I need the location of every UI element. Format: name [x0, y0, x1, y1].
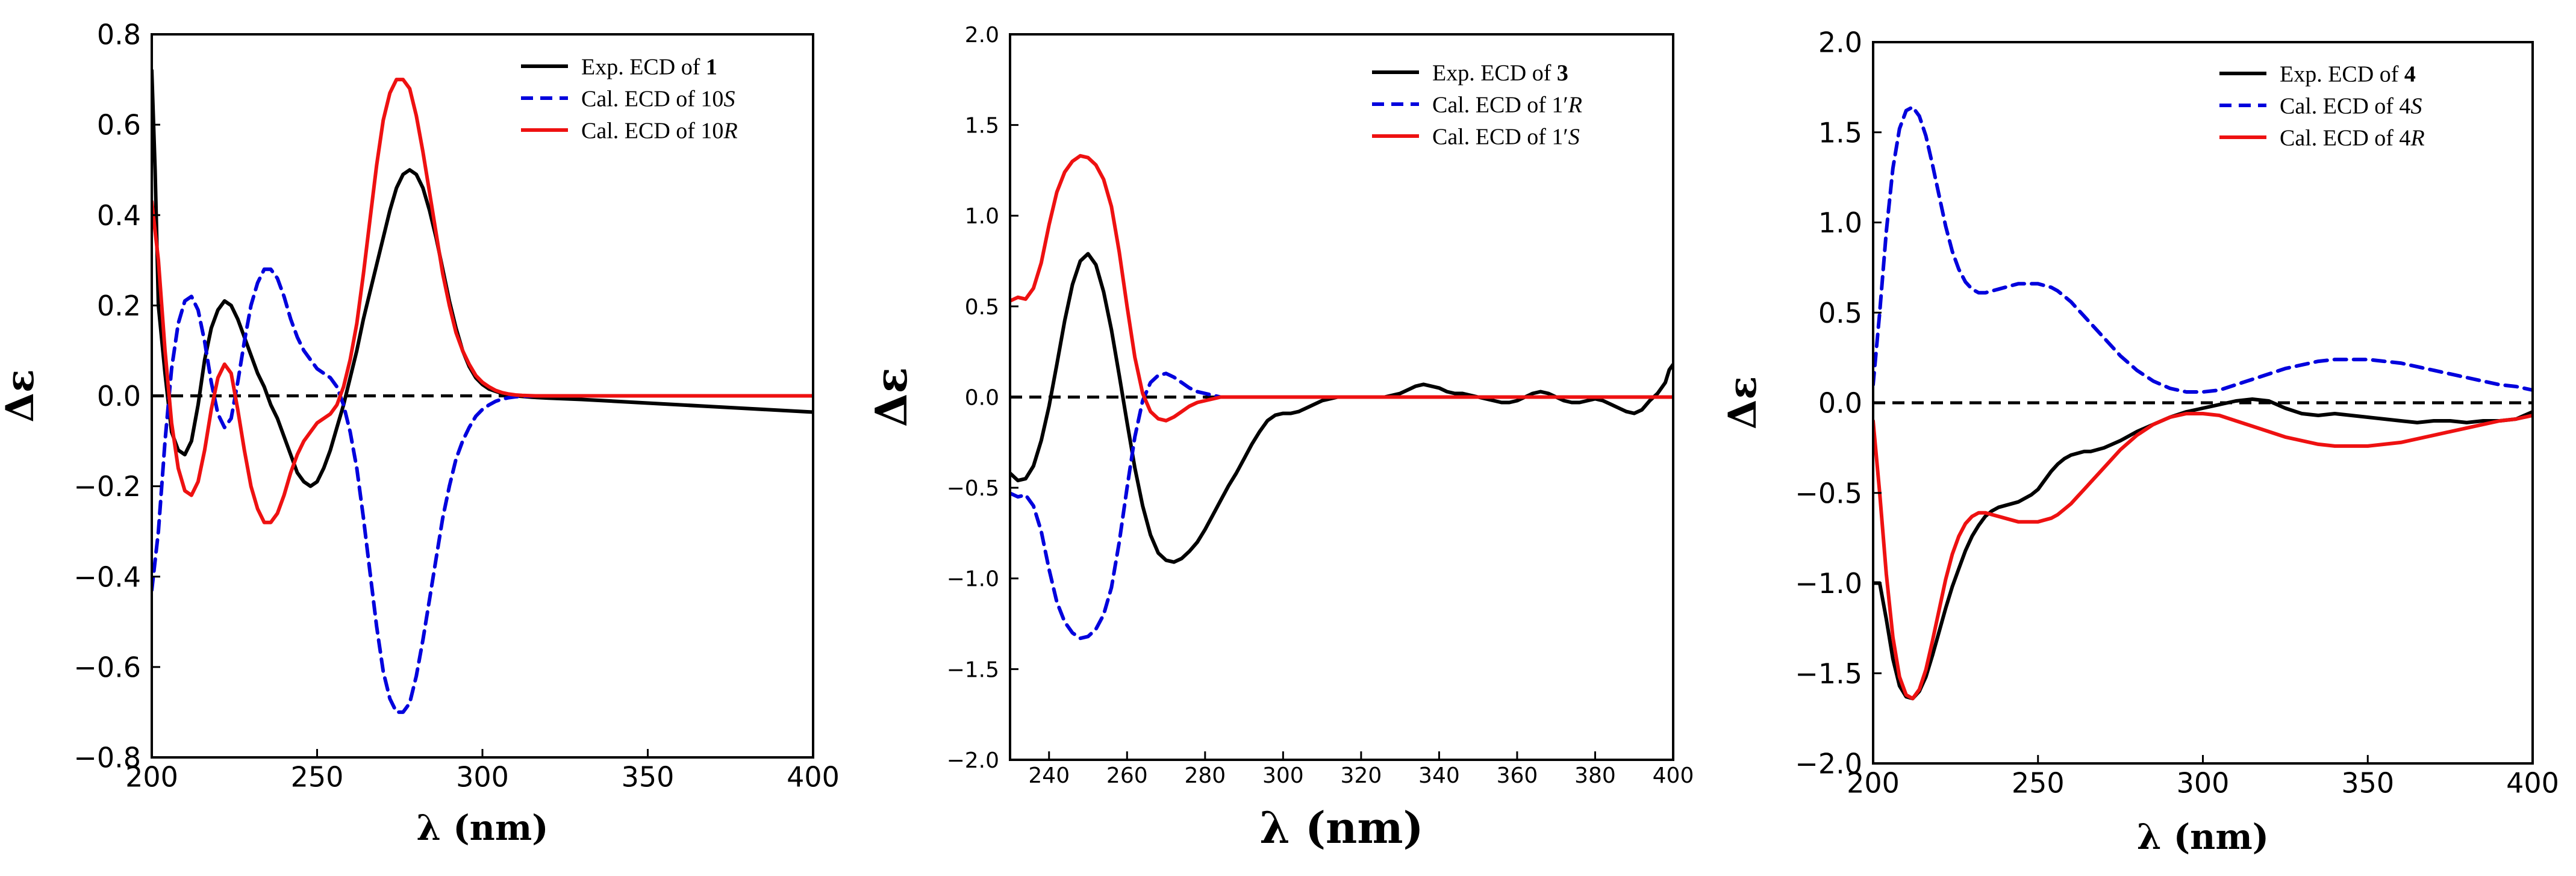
x-tick-label: 360 — [1497, 763, 1538, 788]
x-tick-label: 350 — [622, 760, 675, 793]
legend-label-2: Cal. ECD of 4S — [2280, 93, 2422, 119]
y-tick-label: 0.5 — [1818, 297, 1862, 329]
series-line-1 — [1010, 252, 1673, 564]
y-tick-label: 1.5 — [1818, 116, 1862, 149]
legend-label-2: Cal. ECD of 1′R — [1432, 92, 1582, 117]
series-line-2 — [1010, 371, 1673, 641]
legend-label-1: Exp. ECD of 3 — [1432, 60, 1568, 85]
y-tick-label: 0.4 — [97, 199, 141, 232]
y-tick-label: −0.5 — [947, 476, 999, 501]
legend-label-1: Exp. ECD of 1 — [581, 54, 717, 79]
y-tick-label: 0.8 — [97, 19, 141, 51]
x-tick-label: 250 — [291, 760, 344, 793]
y-tick-label: 0.0 — [97, 380, 141, 412]
y-axis-label: Δε — [865, 367, 917, 427]
chart-panel-2: 240 260 280 300 320 340 360 380 400 −2.0 −1.5 −1.0 −… — [865, 23, 1694, 853]
x-tick-label: 280 — [1184, 763, 1226, 788]
y-tick-label: −1.0 — [1795, 567, 1862, 600]
y-axis-label: Δε — [0, 369, 43, 423]
y-tick-label: −1.5 — [1795, 657, 1862, 690]
x-tick-label: 400 — [787, 760, 840, 793]
y-tick-label: −0.5 — [1795, 477, 1862, 509]
x-tick-label: 300 — [456, 760, 509, 793]
x-tick-label: 340 — [1418, 763, 1460, 788]
y-tick-label: 1.0 — [1818, 207, 1862, 239]
y-tick-label: 0.5 — [965, 295, 999, 320]
series-line-2 — [1873, 105, 2533, 394]
series-line-1 — [1873, 397, 2533, 701]
y-tick-label: −0.8 — [73, 742, 141, 774]
legend-label-3: Cal. ECD of 4R — [2280, 125, 2425, 151]
y-tick-label: 2.0 — [1818, 26, 1862, 59]
x-tick-label: 240 — [1028, 763, 1070, 788]
series-line-2 — [152, 267, 813, 714]
chart-panel-3: 200 250 300 350 400 −2.0 −1.5 −1.0 −0.5 0.0 0.5 1.0… — [1720, 26, 2559, 857]
legend-label-1: Exp. ECD of 4 — [2280, 61, 2416, 87]
y-tick-label: −2.0 — [947, 748, 999, 773]
x-tick-label: 320 — [1341, 763, 1382, 788]
y-tick-label: −0.6 — [73, 651, 141, 683]
y-tick-label: 1.5 — [965, 114, 999, 138]
y-tick-label: −1.0 — [947, 567, 999, 592]
legend: Exp. ECD of 4 Cal. ECD of 4S Cal. ECD of 4… — [2219, 61, 2425, 151]
x-tick-label: 200 — [125, 760, 178, 793]
series-line-3 — [1010, 154, 1673, 423]
y-tick-label: 0.6 — [97, 109, 141, 141]
x-tick-label: 200 — [1847, 766, 1900, 799]
x-tick-label: 260 — [1106, 763, 1148, 788]
x-tick-label: 380 — [1574, 763, 1616, 788]
y-tick-label: −0.2 — [73, 470, 141, 503]
legend: Exp. ECD of 1 Cal. ECD of 10S Cal. ECD of … — [521, 54, 738, 143]
y-tick-label: −0.4 — [73, 561, 141, 593]
series-line-3 — [1873, 412, 2533, 701]
y-tick-label: −2.0 — [1795, 748, 1862, 780]
series-line-3 — [152, 78, 813, 524]
x-tick-label: 400 — [1653, 763, 1694, 788]
x-tick-label: 300 — [2177, 766, 2230, 799]
x-axis-label: λ (nm) — [2137, 816, 2269, 857]
x-axis-label: λ (nm) — [1259, 802, 1423, 853]
x-tick-label: 300 — [1262, 763, 1304, 788]
chart-panel-1: 200 250 300 350 400 −0.8 −0.6 −0.4 −0.2 0.0 0.2 0.4… — [0, 19, 840, 848]
legend-label-3: Cal. ECD of 1′S — [1432, 124, 1580, 149]
y-tick-label: −1.5 — [947, 657, 999, 682]
legend-label-2: Cal. ECD of 10S — [581, 86, 735, 111]
x-axis-label: λ (nm) — [416, 807, 548, 848]
y-axis-label: Δε — [1720, 376, 1765, 430]
legend: Exp. ECD of 3 Cal. ECD of 1′R Cal. ECD of … — [1372, 60, 1582, 149]
y-tick-label: 0.0 — [965, 385, 999, 410]
y-tick-label: 1.0 — [965, 204, 999, 229]
x-tick-label: 350 — [2341, 766, 2394, 799]
x-tick-label: 250 — [2012, 766, 2065, 799]
y-tick-label: 2.0 — [965, 23, 999, 48]
y-tick-label: 0.2 — [97, 290, 141, 322]
y-tick-label: 0.0 — [1818, 387, 1862, 420]
x-tick-label: 400 — [2506, 766, 2559, 799]
legend-label-3: Cal. ECD of 10R — [581, 118, 738, 143]
